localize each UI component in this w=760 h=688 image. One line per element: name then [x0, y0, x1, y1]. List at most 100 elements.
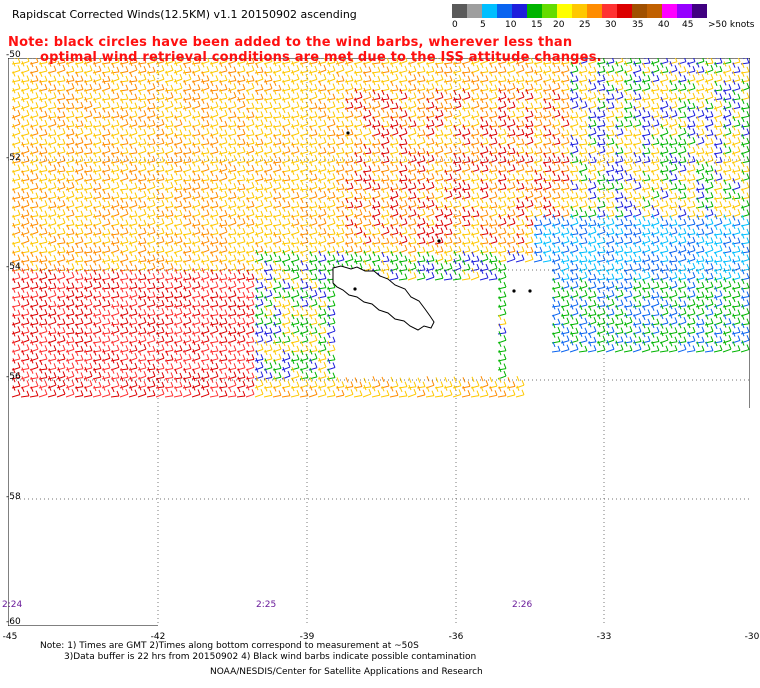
wind-barb: [398, 98, 408, 110]
wind-barb: [326, 61, 336, 74]
wind-barb: [722, 58, 732, 65]
wind-barb: [155, 106, 165, 119]
scale-label: 40: [658, 20, 670, 30]
wind-barb: [551, 70, 561, 83]
wind-barb: [47, 107, 57, 119]
wind-barb: [83, 88, 93, 101]
wind-barb: [704, 79, 714, 92]
wind-barb: [164, 58, 174, 65]
wind-barb: [407, 88, 417, 101]
wind-barb: [659, 115, 669, 128]
wind-barb: [65, 71, 75, 83]
wind-barb: [11, 58, 21, 65]
contamination-marker: [353, 287, 357, 291]
wind-barb: [308, 79, 318, 92]
wind-barb: [695, 62, 705, 74]
wind-barb: [200, 71, 210, 83]
wind-barb: [551, 98, 561, 110]
scale-swatch: [557, 4, 572, 18]
wind-barb: [686, 124, 696, 137]
no-data-region: [158, 408, 750, 626]
wind-barb: [731, 125, 741, 137]
wind-barb: [353, 79, 363, 92]
wind-barb: [578, 88, 588, 101]
wind-barb: [668, 106, 678, 119]
wind-barb: [83, 116, 93, 128]
wind-barb: [650, 58, 660, 65]
wind-barb: [434, 62, 444, 74]
scale-label: 10: [505, 20, 517, 30]
wind-barb: [128, 58, 138, 65]
scale-swatch: [617, 4, 632, 18]
wind-barb: [92, 125, 102, 137]
wind-barb: [317, 58, 327, 65]
wind-barb: [362, 80, 372, 92]
wind-barb: [713, 89, 723, 101]
wind-barb: [20, 88, 30, 101]
wind-barb: [722, 115, 732, 128]
wind-barb: [380, 89, 390, 101]
wind-barb-map: [8, 58, 750, 626]
wind-barb: [335, 58, 345, 65]
wind-barb: [137, 62, 147, 74]
wind-barb: [533, 62, 543, 74]
scale-swatch: [572, 4, 587, 18]
wind-barb: [668, 97, 678, 110]
wind-barb: [272, 134, 282, 146]
wind-barb: [479, 116, 489, 128]
wind-barb: [551, 115, 561, 128]
wind-barb: [587, 79, 597, 92]
wind-barb: [560, 125, 570, 137]
wind-barb: [245, 107, 255, 119]
longitude-label: -30: [744, 632, 760, 642]
wind-barb: [173, 58, 183, 65]
wind-barb: [11, 96, 21, 110]
wind-barb: [164, 80, 174, 92]
wind-barb: [290, 60, 300, 74]
wind-barb: [20, 71, 30, 83]
wind-barb: [389, 115, 399, 128]
wind-barb: [569, 107, 579, 119]
wind-barb: [290, 58, 300, 65]
wind-barb: [389, 61, 399, 74]
latitude-label: -54: [6, 262, 21, 272]
longitude-label: -33: [596, 632, 612, 642]
wind-barb: [524, 116, 534, 128]
wind-barb: [290, 115, 300, 128]
wind-barb: [191, 134, 201, 146]
wind-barb: [164, 133, 174, 146]
wind-barb: [173, 125, 183, 137]
wind-barb: [533, 125, 543, 137]
wind-barb: [227, 79, 237, 92]
longitude-label: -36: [448, 632, 464, 642]
wind-barb: [155, 61, 165, 74]
wind-barb: [659, 88, 669, 101]
wind-barb: [11, 105, 21, 119]
scale-swatch: [587, 4, 602, 18]
wind-barb: [101, 134, 111, 146]
scale-swatch: [452, 4, 467, 18]
wind-barb: [245, 134, 255, 146]
wind-barb: [497, 80, 507, 92]
wind-barb: [281, 107, 291, 119]
wind-barb: [677, 116, 687, 128]
wind-barb: [137, 134, 147, 146]
wind-speed-scale-labels: 0 5 10 15 20 25 30 35 40 45 >50 knots: [452, 20, 760, 34]
wind-barb: [434, 80, 444, 92]
time-label: 2:26: [512, 600, 533, 610]
wind-barb: [146, 134, 156, 146]
wind-barb: [506, 106, 516, 119]
wind-barb: [317, 60, 327, 74]
scale-swatch: [467, 4, 482, 18]
wind-barb: [461, 79, 471, 92]
wind-barb: [461, 116, 471, 128]
wind-barb: [704, 60, 714, 74]
wind-barb: [668, 88, 678, 101]
wind-barb: [407, 116, 417, 128]
scale-label: 0: [452, 20, 458, 30]
chart-title: Rapidscat Corrected Winds(12.5KM) v1.1 2…: [12, 8, 357, 21]
wind-barb: [362, 115, 372, 128]
wind-barb: [416, 125, 426, 137]
wind-barb: [560, 58, 570, 65]
scale-label: 15: [531, 20, 543, 30]
